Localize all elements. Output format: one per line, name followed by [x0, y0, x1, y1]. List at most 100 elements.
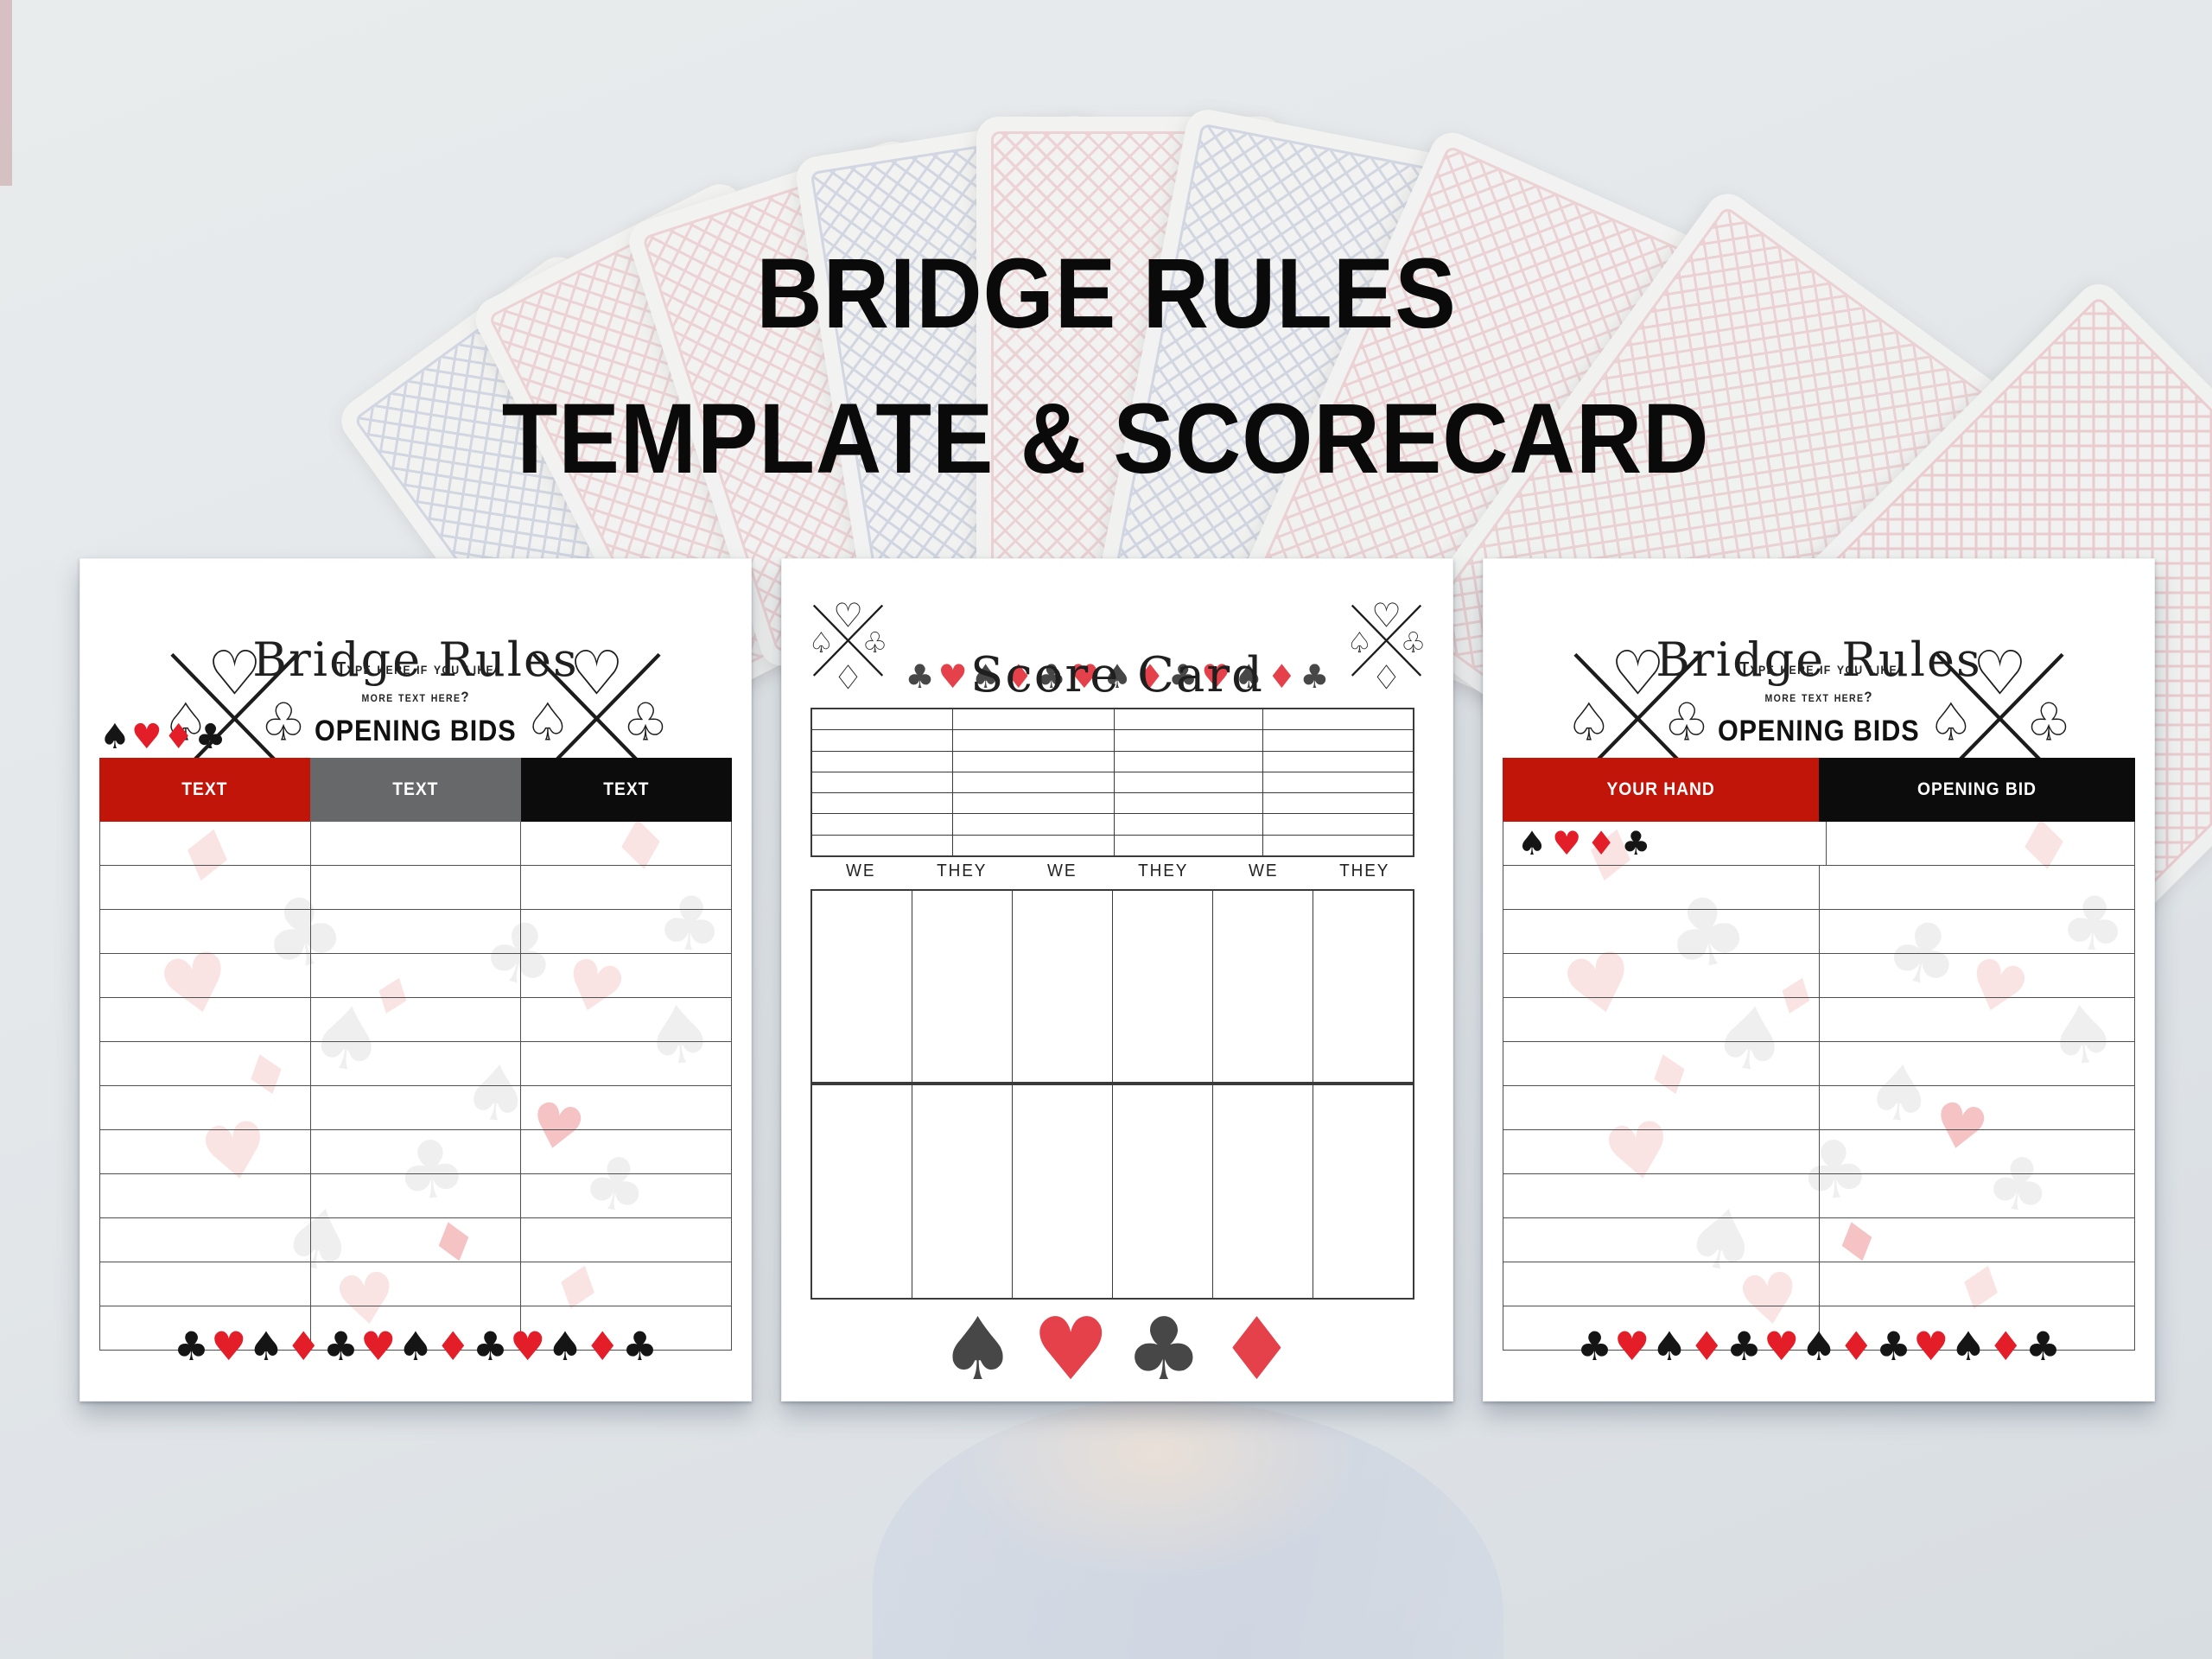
- table-row: [100, 1218, 731, 1262]
- suit-diamond-icon: ♦: [1217, 1299, 1296, 1400]
- table-row: [100, 1174, 731, 1218]
- score-entry-table: [810, 708, 1414, 857]
- suit-diamond-icon: ♦: [1838, 1323, 1874, 1370]
- photo-edge: [0, 0, 12, 186]
- suit-heart-icon: ♥: [211, 1323, 247, 1370]
- suit-diamond-icon: ♦: [1688, 1323, 1725, 1370]
- table-cell: [1820, 1086, 2135, 1129]
- score-table-cell: [812, 814, 953, 835]
- table-cell: [1820, 954, 2135, 997]
- suit-spade-icon: ♠: [1102, 658, 1133, 696]
- score-table-cell: [1115, 814, 1263, 835]
- table-row: [100, 1130, 731, 1174]
- score-table-cell: [1115, 772, 1263, 793]
- score-table-row: [812, 814, 1413, 836]
- table-cell: ♠ ♥ ♦ ♣: [1503, 822, 1827, 865]
- suit-heart-icon: ♥: [1032, 1299, 1109, 1400]
- suit-heart-icon: ♥: [1069, 658, 1099, 696]
- column-header: TEXT: [99, 758, 310, 822]
- svg-text:♤: ♤: [1566, 692, 1612, 753]
- table-row: [100, 1086, 731, 1130]
- svg-text:♤: ♤: [162, 692, 209, 753]
- subtitle-line-2: more text here?: [1484, 689, 2154, 706]
- scoring-column: [1013, 891, 1113, 1298]
- suit-club-icon: ♣: [1576, 1323, 1613, 1370]
- suit-heart-icon: ♥: [938, 658, 968, 696]
- team-label-row: WE THEY WE THEY WE THEY: [810, 861, 1414, 881]
- table-row: [1503, 1306, 2134, 1350]
- svg-text:♡: ♡: [1611, 637, 1665, 709]
- svg-text:♡: ♡: [1973, 637, 2027, 709]
- team-label: WE: [846, 861, 876, 880]
- suit-heart-icon: ♥: [1552, 824, 1582, 862]
- opening-bids-page: ♦♦♣♣♣♥♦♥♠♠♦♠♥♣♥♣♠♦♥♦ ♡ ♤ ♧ ♢ ♡ ♤ ♧ ♢ Bri…: [1483, 558, 2155, 1402]
- table-cell: [100, 954, 311, 997]
- page-heading: Score Card: [969, 647, 1264, 704]
- score-table-cell: [812, 772, 953, 793]
- scoring-grid: [810, 889, 1414, 1300]
- suit-club-icon: ♣: [1621, 824, 1651, 862]
- table-row: [100, 998, 731, 1042]
- table-cell: [311, 1306, 522, 1350]
- score-table-cell: [812, 730, 953, 751]
- column-header-label: OPENING BID: [1917, 779, 2037, 799]
- score-table-cell: [812, 793, 953, 814]
- table-cell: [100, 1218, 311, 1262]
- svg-text:♡: ♡: [1371, 597, 1402, 636]
- suit-club-icon: ♣: [1168, 658, 1198, 696]
- score-table-row: [812, 751, 1413, 772]
- suit-diamond-icon: ♦: [1135, 658, 1166, 696]
- suit-spade-icon: ♠: [397, 1323, 434, 1370]
- table-cell: [521, 866, 731, 909]
- table-cell: [1503, 1262, 1820, 1306]
- table-cell: [1820, 1262, 2135, 1306]
- svg-text:♢: ♢: [1371, 659, 1402, 691]
- team-label: WE: [1047, 861, 1077, 880]
- suit-heart-icon: ♥: [1913, 1323, 1949, 1370]
- rules-template-page: ♦♦♣♣♣♥♦♥♠♠♦♠♥♣♥♣♠♦♥♦ ♡ ♤ ♧ ♢ ♡ ♤ ♧ ♢ Bri…: [79, 558, 752, 1402]
- svg-text:♡: ♡: [833, 597, 863, 636]
- subtitle-line-1: Type here if you like: [80, 659, 751, 679]
- suit-club-icon: ♣: [322, 1323, 359, 1370]
- table-cell: [1503, 866, 1820, 909]
- hand-holding-cards: [873, 1400, 1503, 1659]
- score-table-cell: [1115, 835, 1263, 855]
- suit-club-icon: ♣: [173, 1323, 210, 1370]
- score-table-cell: [1263, 752, 1413, 772]
- suit-spade-icon: ♠: [938, 1299, 1017, 1400]
- suit-spade-icon: ♠: [970, 658, 1001, 696]
- table-row: [1503, 1086, 2134, 1130]
- score-table-cell: [1115, 730, 1263, 751]
- table-cell: [521, 998, 731, 1041]
- table-cell: [521, 1174, 731, 1217]
- score-table-cell: [953, 709, 1115, 730]
- suit-club-icon: ♣: [194, 717, 226, 757]
- scoring-column: [1113, 891, 1213, 1298]
- table-cell: [521, 822, 731, 865]
- subtitle-text: Type here if you like: [1739, 659, 1898, 678]
- svg-text:♤: ♤: [1928, 692, 1974, 753]
- score-table-cell: [1263, 836, 1413, 855]
- column-header-label: YOUR HAND: [1606, 779, 1715, 799]
- table-cell: [1820, 866, 2135, 909]
- table-cell: [100, 1306, 311, 1350]
- suit-club-icon: ♣: [472, 1323, 509, 1370]
- table-cell: [1503, 1042, 1820, 1085]
- column-header: TEXT: [310, 758, 521, 822]
- table-row: [1503, 1042, 2134, 1086]
- score-table-row: [812, 793, 1413, 815]
- suit-spade-icon: ♠: [547, 1323, 583, 1370]
- table-cell: [521, 1218, 731, 1262]
- column-header-label: TEXT: [181, 779, 228, 799]
- suit-club-icon: ♣: [1300, 658, 1330, 696]
- score-table-cell: [1263, 814, 1413, 834]
- scoring-column: [912, 891, 1013, 1298]
- suit-spade-icon: ♠: [1234, 658, 1264, 696]
- table-header-row: TEXT TEXT TEXT: [99, 758, 732, 822]
- scoring-line-divider: [810, 1082, 1414, 1086]
- score-table-row: [812, 730, 1413, 752]
- suit-club-icon: ♣: [1875, 1323, 1912, 1370]
- table-cell: [1503, 1306, 1820, 1350]
